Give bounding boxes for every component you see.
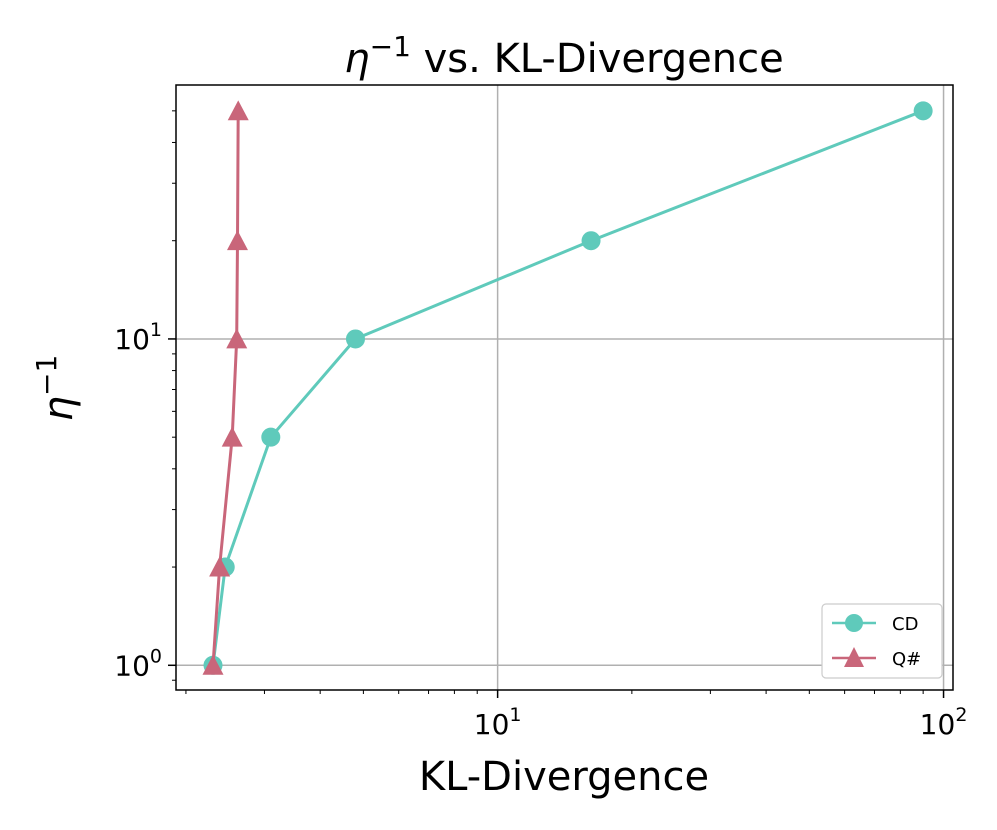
title-text: vs. KL-Divergence	[411, 36, 784, 82]
y-tick-label: 100	[114, 645, 162, 682]
legend: CD Q#	[821, 603, 943, 679]
legend-label-q: Q#	[892, 649, 921, 670]
x-tick-label: 101	[474, 704, 522, 741]
legend-box	[821, 603, 943, 679]
y-axis-label-exponent: −1	[30, 355, 63, 396]
title-exponent: −1	[370, 30, 411, 63]
series-line-cd	[211, 109, 924, 666]
grid-layer	[176, 85, 953, 690]
tick-label-layer: 101 102 100 101	[114, 319, 967, 741]
legend-label-cd: CD	[892, 614, 918, 635]
series-layer	[202, 100, 933, 675]
data-point-q	[209, 556, 231, 577]
series-line-q	[211, 110, 240, 666]
data-point-q	[221, 426, 243, 447]
x-axis-label: KL-Divergence	[419, 754, 709, 800]
data-point-cd	[581, 231, 601, 251]
y-axis-label-symbol: η	[36, 396, 82, 421]
data-point-q	[226, 230, 248, 251]
title-symbol: η	[344, 36, 369, 82]
data-point-q	[202, 654, 224, 675]
data-point-q	[226, 328, 248, 349]
legend-marker-q	[844, 647, 864, 667]
data-point-cd	[913, 101, 933, 121]
plot-frame	[175, 84, 954, 691]
data-point-cd	[261, 427, 281, 447]
tick-layer	[168, 110, 945, 698]
data-point-q	[227, 100, 249, 121]
y-axis-label: η−1	[30, 355, 82, 422]
x-tick-label: 102	[920, 704, 968, 741]
chart-title: η−1 vs. KL-Divergence	[344, 30, 783, 82]
y-tick-label: 101	[114, 319, 162, 356]
legend-marker-cd	[845, 614, 863, 632]
data-point-cd	[345, 329, 365, 349]
